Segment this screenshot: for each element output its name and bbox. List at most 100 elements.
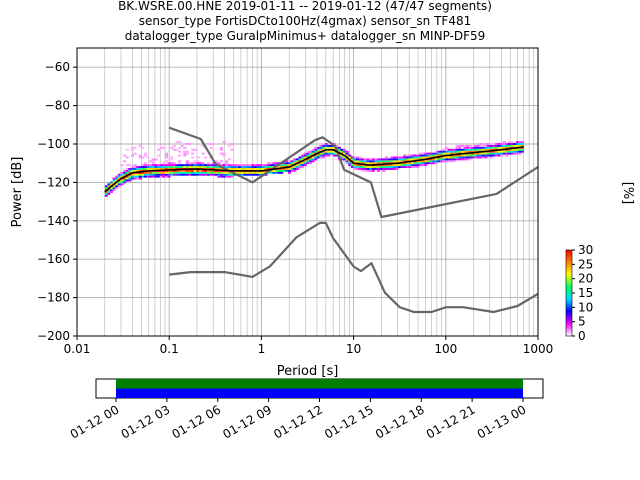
- heatmap-cell: [115, 185, 119, 188]
- heatmap-cell: [458, 154, 462, 157]
- heatmap-cell: [369, 162, 373, 165]
- heatmap-cell: [518, 144, 522, 147]
- heatmap-cell: [356, 160, 360, 163]
- heatmap-cell: [138, 168, 142, 170]
- heatmap-cell: [136, 173, 140, 176]
- heatmap-cell: [505, 146, 509, 149]
- heatmap-cell: [293, 168, 297, 170]
- heatmap-cell: [353, 156, 357, 159]
- heatmap-cell: [144, 173, 148, 176]
- heatmap-cell: [494, 154, 498, 157]
- heatmap-cell: [154, 175, 158, 178]
- heatmap-cell: [146, 156, 150, 159]
- heatmap-cell: [421, 156, 425, 159]
- ppsd-plot: 0.01 0.1 1 10 100 1000 −200 −180 −160 −140 −120 −1…: [10, 47, 553, 379]
- heatmap-cell: [353, 164, 357, 167]
- heatmap-cell: [413, 164, 417, 167]
- heatmap-cell: [209, 168, 213, 170]
- heatmap-cell: [392, 158, 396, 161]
- heatmap-cell: [481, 156, 485, 159]
- heatmap-cell: [515, 148, 519, 151]
- heatmap-cell: [421, 164, 425, 167]
- heatmap-cell: [476, 144, 480, 147]
- heatmap-cell: [212, 173, 216, 176]
- heatmap-cell: [178, 150, 182, 153]
- heatmap-cell: [445, 158, 449, 161]
- heatmap-cell: [146, 168, 150, 170]
- heatmap-cell: [424, 162, 428, 165]
- heatmap-cell: [149, 164, 153, 167]
- heatmap-cell: [243, 164, 247, 167]
- heatmap-cell: [453, 148, 457, 151]
- heatmap-cell: [225, 164, 229, 167]
- heatmap-cell: [316, 146, 320, 149]
- heatmap-cell: [248, 171, 252, 174]
- heatmap-cell: [130, 154, 134, 157]
- heatmap-cell: [183, 171, 187, 174]
- heatmap-cell: [125, 177, 129, 180]
- heatmap-cell: [400, 158, 404, 161]
- heatmap-cell: [117, 173, 121, 176]
- heatmap-cell: [439, 154, 443, 157]
- heatmap-cell: [301, 158, 305, 161]
- heatmap-cell: [494, 146, 498, 149]
- heatmap-cell: [361, 162, 365, 165]
- heatmap-cell: [371, 169, 375, 172]
- heatmap-cell: [125, 164, 129, 167]
- heatmap-cell: [363, 158, 368, 161]
- heatmap-cell: [188, 162, 192, 165]
- heatmap-cell: [185, 160, 189, 163]
- heatmap-cell: [141, 175, 145, 178]
- heatmap-cell: [437, 152, 441, 155]
- heatmap-cell: [151, 171, 155, 174]
- heatmap-cell: [162, 146, 166, 149]
- heatmap-cell: [219, 173, 223, 176]
- heatmap-cell: [149, 168, 153, 170]
- heatmap-cell: [508, 143, 512, 145]
- heatmap-cell: [128, 179, 132, 182]
- heatmap-cell: [445, 146, 449, 149]
- heatmap-cell: [403, 162, 407, 165]
- heatmap-cell: [379, 166, 383, 168]
- heatmap-cell: [439, 160, 443, 163]
- heatmap-cell: [413, 156, 417, 159]
- heatmap-cell: [193, 166, 197, 168]
- heatmap-cell: [473, 144, 477, 147]
- heatmap-cell: [421, 152, 425, 155]
- heatmap-cell: [112, 187, 116, 190]
- heatmap-cell: [183, 164, 187, 167]
- heatmap-cell: [246, 166, 250, 168]
- heatmap-cell: [157, 166, 161, 168]
- heatmap-cell: [138, 171, 142, 174]
- heatmap-cell: [123, 181, 127, 184]
- heatmap-cell: [379, 162, 383, 165]
- heatmap-cell: [382, 158, 386, 161]
- heatmap-cell: [193, 162, 197, 165]
- heatmap-cell: [227, 164, 231, 167]
- heatmap-cell: [267, 164, 271, 167]
- heatmap-cell: [521, 148, 525, 151]
- heatmap-cell: [172, 173, 176, 176]
- heatmap-cell: [445, 148, 449, 151]
- heatmap-cell: [277, 169, 281, 172]
- x-axis-label: Period [s]: [277, 364, 339, 379]
- heatmap-cell: [180, 166, 184, 168]
- heatmap-cell: [314, 156, 318, 159]
- heatmap-cell: [120, 179, 124, 182]
- heatmap-cell: [149, 160, 153, 163]
- heatmap-cell: [421, 162, 425, 165]
- heatmap-cell: [432, 152, 436, 155]
- heatmap-cell: [206, 162, 210, 165]
- heatmap-cell: [398, 164, 402, 167]
- heatmap-cell: [494, 144, 498, 147]
- y-tick-label: −80: [45, 99, 70, 113]
- heatmap-cell: [502, 146, 506, 149]
- heatmap-cell: [458, 148, 462, 151]
- heatmap-cell: [400, 156, 404, 159]
- heatmap-cell: [450, 152, 454, 155]
- heatmap-cell: [201, 171, 205, 174]
- heatmap-cell: [382, 160, 386, 163]
- heatmap-cell: [191, 169, 195, 172]
- heatmap-cell: [476, 152, 480, 155]
- heatmap-cell: [146, 166, 150, 168]
